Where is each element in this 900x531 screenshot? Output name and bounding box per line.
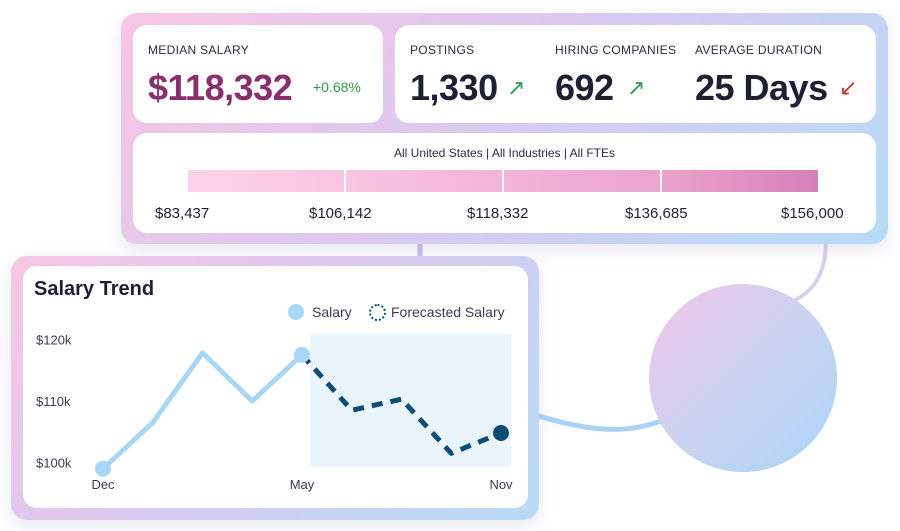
filter-text: All United States | All Industries | All…: [394, 146, 615, 160]
salary-range-bar: [188, 170, 818, 192]
median-salary-value: $118,332: [148, 67, 293, 108]
salary-line: [100, 350, 305, 472]
x-tick-label: Dec: [91, 477, 115, 492]
median-salary-change: +0.68%: [313, 79, 361, 95]
salary-legend-label: Salary: [312, 304, 352, 320]
forecast-end-point: [493, 425, 509, 441]
hiring-companies-value: 692: [555, 67, 614, 108]
hiring-companies-label: HIRING COMPANIES: [555, 43, 677, 57]
decorative-orb: [649, 284, 837, 472]
salary-legend-dot: [288, 304, 304, 320]
y-tick-label: $110k: [36, 394, 71, 409]
chart-title: Salary Trend: [34, 278, 155, 300]
x-tick-label: May: [290, 477, 315, 492]
range-segment: [346, 170, 502, 192]
salary-range-panel: All United States | All Industries | All…: [133, 133, 876, 233]
connector-line-bottom: [534, 412, 670, 432]
salary-start-point: [95, 460, 111, 477]
range-segment: [662, 170, 818, 192]
x-tick-label: Nov: [489, 477, 513, 492]
y-tick-label: $120k: [36, 332, 72, 347]
forecast-line: [300, 353, 502, 456]
range-value: $136,685: [625, 205, 688, 222]
metrics-panel: POSTINGS 1,330 ↗ HIRING COMPANIES 692 ↗ …: [395, 25, 876, 123]
range-segment: [188, 170, 344, 192]
trend-up-icon: ↗: [627, 75, 646, 100]
range-value: $118,332: [467, 205, 529, 222]
average-duration-label: AVERAGE DURATION: [695, 43, 823, 57]
range-segment: [504, 170, 660, 192]
range-value: $83,437: [155, 205, 210, 222]
y-tick-label: $100k: [36, 456, 72, 471]
range-value: $156,000: [781, 205, 844, 222]
trend-up-icon: ↗: [507, 75, 526, 100]
average-duration-value: 25 Days: [695, 67, 828, 108]
range-value: $106,142: [309, 205, 372, 222]
trend-down-icon: ↙: [839, 75, 858, 100]
forecast-legend-dot: [369, 304, 386, 321]
forecast-legend-label: Forecasted Salary: [391, 304, 505, 320]
median-salary-label: MEDIAN SALARY: [148, 43, 250, 57]
salary-trend-panel: Salary Trend Salary Forecasted Salary $1…: [23, 266, 528, 508]
median-salary-panel: MEDIAN SALARY $118,332 +0.68%: [133, 25, 383, 123]
postings-label: POSTINGS: [410, 43, 475, 57]
salary-current-point: [294, 346, 310, 363]
postings-value: 1,330: [410, 67, 498, 108]
salary-trend-chart: $120k $110k $100k Dec May Nov: [36, 332, 513, 492]
